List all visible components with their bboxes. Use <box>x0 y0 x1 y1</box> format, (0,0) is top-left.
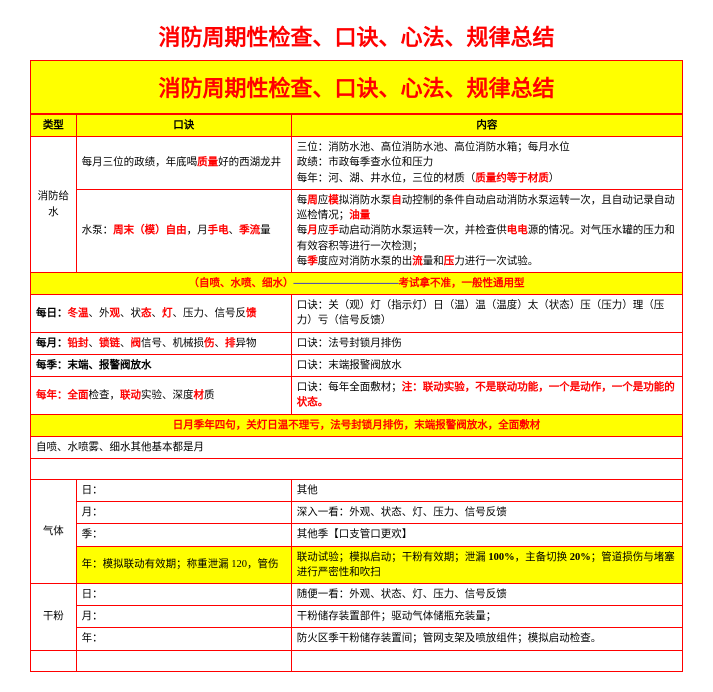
powder-k2: 月： <box>76 606 291 628</box>
powder-k1: 日： <box>76 584 291 606</box>
monthly-right: 口诀：法号封锁月排伤 <box>291 332 682 354</box>
gas-c2: 深入一看：外观、状态、灯、压力、信号反馈 <box>291 502 682 524</box>
gas-c4: 联动试验；模拟启动；干粉有效期；泄漏 100%，主备切换 20%；管道损伤与堵塞… <box>291 546 682 583</box>
yearly-right: 口诀：每年全面敷材；注：联动实验，不是联动功能，一个是动作，一个是功能的状态。 <box>291 377 682 414</box>
water-k2: 水泵：周末（模）自由，月手电、季流量 <box>76 189 291 272</box>
separator2: 日月季年四句，关灯日温不理亏，法号封锁月排伤，末端报警阀放水，全面敷材 <box>31 414 683 436</box>
hdr-content: 内容 <box>291 115 682 137</box>
daily-row: 每日：冬温、外观、状态、灯、压力、信号反馈 口诀：关（观）灯（指示灯）日（温）温… <box>31 295 683 332</box>
gas-k1: 日： <box>76 479 291 501</box>
blank-row2 <box>31 650 683 671</box>
water-c1: 三位：消防水池、高位消防水池、高位消防水箱；每月水位 政绩：市政每季查水位和压力… <box>291 137 682 190</box>
daily-right: 口诀：关（观）灯（指示灯）日（温）温（温度）太（状态）压（压力）理（压力）亏（信… <box>291 295 682 332</box>
powder-row3: 年： 防火区季干粉储存装置间；管网支架及喷放组件；模拟启动检查。 <box>31 628 683 650</box>
powder-row1: 干粉 日： 随便一看：外观、状态、灯、压力、信号反馈 <box>31 584 683 606</box>
sep1-text: （自喷、水喷、细水）——————————考试拿不准，一般性通用型 <box>31 272 683 294</box>
gas-row3: 季： 其他季【口支管口更欢】 <box>31 524 683 546</box>
monthly-row: 每月：铅封、锁链、阀信号、机械损伤、排异物 口诀：法号封锁月排伤 <box>31 332 683 354</box>
main-table: 类型 口诀 内容 消防给水 每月三位的政绩，年底喝质量好的西湖龙井 三位：消防水… <box>30 114 683 672</box>
separator1: （自喷、水喷、细水）——————————考试拿不准，一般性通用型 <box>31 272 683 294</box>
monthly-left: 每月：铅封、锁链、阀信号、机械损伤、排异物 <box>31 332 292 354</box>
powder-c1: 随便一看：外观、状态、灯、压力、信号反馈 <box>291 584 682 606</box>
quarterly-left: 每季：末端、报警阀放水 <box>31 354 292 376</box>
gas-k4: 年：模拟联动有效期；称重泄漏 120，管伤 <box>76 546 291 583</box>
type-powder: 干粉 <box>31 584 77 651</box>
note-text: 自喷、水喷雾、细水其他基本都是月 <box>31 436 683 458</box>
header-row: 类型 口诀 内容 <box>31 115 683 137</box>
banner-title: 消防周期性检查、口诀、心法、规律总结 <box>30 60 683 114</box>
quarterly-row: 每季：末端、报警阀放水 口诀：末端报警阀放水 <box>31 354 683 376</box>
water-c2: 每周应模拟消防水泵自动控制的条件自动启动消防水泵运转一次，且自动记录自动巡检情况… <box>291 189 682 272</box>
yearly-row: 每年：全面检查，联动实验、深度材质 口诀：每年全面敷材；注：联动实验，不是联动功… <box>31 377 683 414</box>
daily-left: 每日：冬温、外观、状态、灯、压力、信号反馈 <box>31 295 292 332</box>
page-title: 消防周期性检查、口诀、心法、规律总结 <box>30 20 683 52</box>
gas-k3: 季： <box>76 524 291 546</box>
gas-k2: 月： <box>76 502 291 524</box>
type-water: 消防给水 <box>31 137 77 273</box>
sep2-text: 日月季年四句，关灯日温不理亏，法号封锁月排伤，末端报警阀放水，全面敷材 <box>31 414 683 436</box>
note-row: 自喷、水喷雾、细水其他基本都是月 <box>31 436 683 458</box>
gas-c3: 其他季【口支管口更欢】 <box>291 524 682 546</box>
type-gas: 气体 <box>31 479 77 583</box>
quarterly-right: 口诀：末端报警阀放水 <box>291 354 682 376</box>
water-k1: 每月三位的政绩，年底喝质量好的西湖龙井 <box>76 137 291 190</box>
gas-row2: 月： 深入一看：外观、状态、灯、压力、信号反馈 <box>31 502 683 524</box>
hdr-koujue: 口诀 <box>76 115 291 137</box>
water-row1: 消防给水 每月三位的政绩，年底喝质量好的西湖龙井 三位：消防水池、高位消防水池、… <box>31 137 683 190</box>
gas-c1: 其他 <box>291 479 682 501</box>
powder-k3: 年： <box>76 628 291 650</box>
hdr-type: 类型 <box>31 115 77 137</box>
yearly-left: 每年：全面检查，联动实验、深度材质 <box>31 377 292 414</box>
powder-c2: 干粉储存装置部件；驱动气体储瓶充装量； <box>291 606 682 628</box>
gas-row1: 气体 日： 其他 <box>31 479 683 501</box>
water-row2: 水泵：周末（模）自由，月手电、季流量 每周应模拟消防水泵自动控制的条件自动启动消… <box>31 189 683 272</box>
blank-row <box>31 458 683 479</box>
powder-c3: 防火区季干粉储存装置间；管网支架及喷放组件；模拟启动检查。 <box>291 628 682 650</box>
gas-row4: 年：模拟联动有效期；称重泄漏 120，管伤 联动试验；模拟启动；干粉有效期；泄漏… <box>31 546 683 583</box>
powder-row2: 月： 干粉储存装置部件；驱动气体储瓶充装量； <box>31 606 683 628</box>
